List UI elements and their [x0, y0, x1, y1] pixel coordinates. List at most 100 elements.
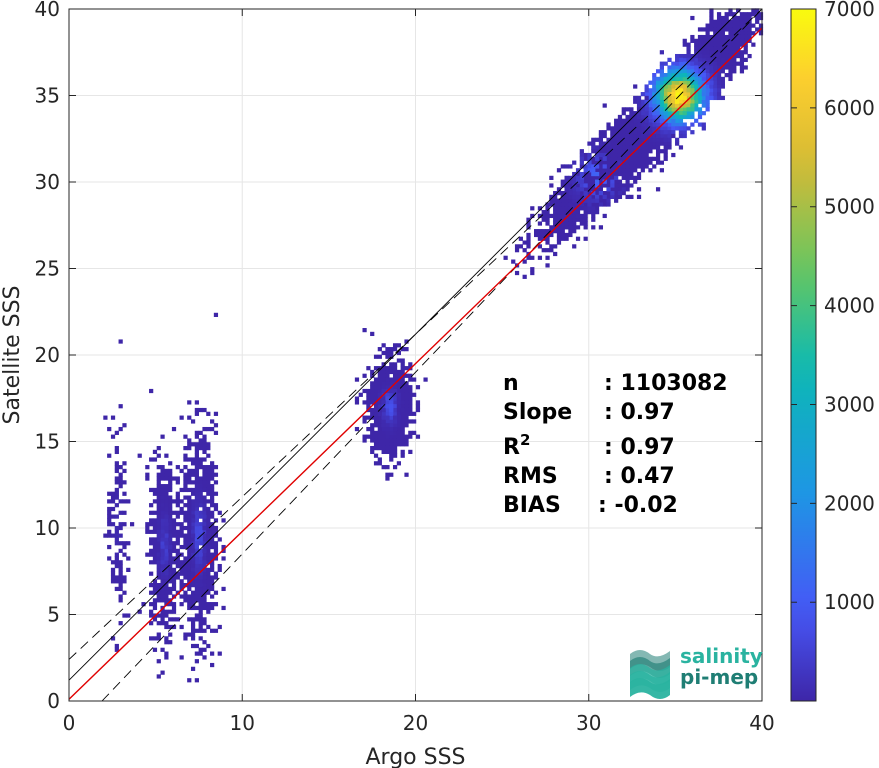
- heatmap-cell: [183, 598, 188, 603]
- heatmap-cell: [213, 506, 219, 512]
- heatmap-cell: [221, 518, 226, 523]
- heatmap-cell: [198, 510, 203, 515]
- heatmap-cell: [202, 571, 207, 576]
- heatmap-cell: [606, 194, 611, 200]
- heatmap-cell: [190, 518, 196, 523]
- heatmap-cell: [743, 57, 748, 62]
- heatmap-cell: [385, 426, 390, 432]
- heatmap-cell: [575, 206, 581, 211]
- heatmap-cell: [667, 65, 672, 70]
- heatmap-cell: [354, 377, 360, 382]
- heatmap-cell: [366, 388, 371, 394]
- heatmap-cell: [213, 480, 219, 485]
- heatmap-cell: [640, 168, 645, 173]
- heatmap-cell: [122, 423, 127, 428]
- heatmap-cell: [389, 407, 394, 413]
- heatmap-cell: [652, 122, 657, 127]
- heatmap-cell: [168, 510, 173, 515]
- heatmap-cell: [202, 407, 207, 413]
- heatmap-cell: [175, 476, 180, 481]
- heatmap-cell: [118, 621, 123, 626]
- heatmap-cell: [202, 621, 207, 626]
- heatmap-cell: [659, 118, 664, 123]
- heatmap-cell: [210, 465, 215, 470]
- heatmap-cell: [621, 149, 626, 154]
- heatmap-cell: [568, 190, 573, 196]
- heatmap-cell: [385, 476, 390, 481]
- heatmap-cell: [602, 141, 607, 146]
- heatmap-cell: [549, 232, 554, 238]
- heatmap-cell: [194, 522, 199, 527]
- heatmap-cell: [400, 366, 405, 371]
- heatmap-cell: [545, 217, 550, 222]
- heatmap-cell: [549, 213, 554, 219]
- heatmap-cell: [187, 499, 192, 504]
- heatmap-cell: [194, 537, 199, 542]
- heatmap-cell: [728, 8, 733, 13]
- heatmap-cell: [156, 503, 161, 508]
- heatmap-cell: [385, 392, 390, 397]
- heatmap-cell: [640, 126, 645, 131]
- heatmap-cell: [171, 579, 177, 584]
- heatmap-cell: [724, 23, 729, 28]
- heatmap-cell: [545, 255, 550, 260]
- heatmap-cell: [370, 430, 375, 435]
- heatmap-cell: [709, 19, 714, 24]
- heatmap-cell: [659, 92, 664, 97]
- heatmap-cell: [152, 636, 158, 641]
- heatmap-cell: [213, 503, 219, 508]
- heatmap-cell: [682, 61, 687, 66]
- heatmap-cell: [675, 53, 680, 59]
- heatmap-cell: [621, 122, 626, 127]
- heatmap-cell: [160, 468, 165, 474]
- heatmap-cell: [152, 529, 158, 534]
- heatmap-cell: [408, 362, 413, 367]
- heatmap-cell: [175, 560, 180, 565]
- heatmap-cell: [758, 23, 764, 28]
- heatmap-cell: [370, 331, 375, 337]
- heatmap-cell: [705, 103, 710, 108]
- heatmap-cell: [370, 411, 375, 416]
- heatmap-cell: [732, 53, 737, 59]
- heatmap-cell: [697, 46, 703, 51]
- heatmap-cell: [194, 541, 199, 546]
- heatmap-cell: [213, 518, 219, 523]
- heatmap-cell: [145, 522, 150, 527]
- heatmap-cell: [389, 381, 394, 386]
- heatmap-cell: [122, 575, 127, 580]
- heatmap-cell: [202, 442, 207, 447]
- heatmap-cell: [739, 31, 745, 36]
- heatmap-cell: [553, 190, 558, 196]
- heatmap-cell: [385, 407, 390, 413]
- heatmap-cell: [659, 69, 664, 74]
- heatmap-cell: [678, 103, 684, 108]
- heatmap-cell: [671, 126, 676, 131]
- heatmap-cell: [636, 137, 642, 142]
- heatmap-cell: [690, 92, 695, 97]
- heatmap-cell: [381, 343, 386, 348]
- heatmap-cell: [690, 61, 695, 66]
- heatmap-cell: [114, 579, 119, 584]
- heatmap-cell: [602, 213, 607, 219]
- heatmap-cell: [160, 487, 165, 493]
- heatmap-cell: [621, 171, 626, 177]
- heatmap-cell: [145, 525, 150, 531]
- heatmap-cell: [198, 487, 203, 493]
- heatmap-cell: [392, 426, 398, 432]
- heatmap-cell: [602, 179, 607, 184]
- heatmap-cell: [149, 609, 154, 614]
- heatmap-cell: [156, 472, 161, 477]
- colorbar-tick-label: 1000: [824, 590, 875, 614]
- heatmap-cell: [743, 19, 748, 24]
- heatmap-cell: [415, 434, 421, 439]
- heatmap-cell: [404, 415, 409, 420]
- heatmap-cell: [583, 221, 588, 226]
- heatmap-cell: [720, 84, 725, 89]
- heatmap-cell: [526, 255, 531, 260]
- heatmap-cell: [724, 34, 729, 40]
- heatmap-cell: [377, 411, 382, 416]
- heatmap-cell: [152, 491, 158, 496]
- heatmap-cell: [617, 126, 623, 131]
- heatmap-cell: [675, 141, 680, 146]
- heatmap-cell: [194, 480, 199, 485]
